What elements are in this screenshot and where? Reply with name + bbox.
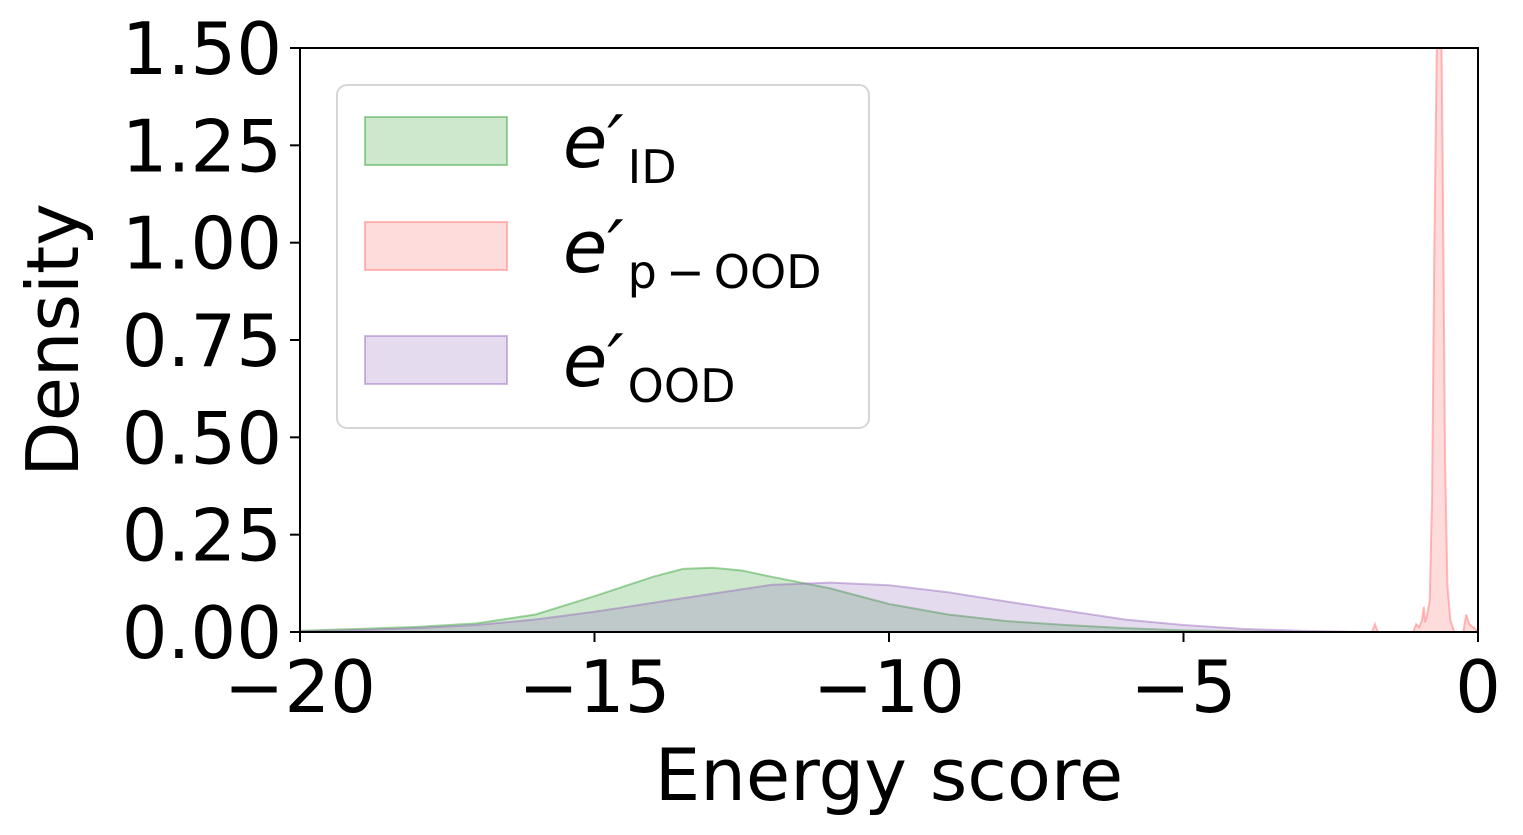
legend-label-base: e′	[563, 205, 624, 289]
legend-label-base: e′	[563, 100, 624, 184]
legend-label-sub: OOD	[628, 359, 736, 413]
legend-frame	[336, 84, 870, 429]
x-tick-label: 0	[1455, 645, 1501, 729]
series-area-1	[1372, 48, 1478, 632]
y-tick-label: 0.75	[122, 299, 282, 383]
series-area-0	[300, 567, 1302, 632]
x-tick-label: −15	[519, 645, 671, 729]
y-tick-label: 1.25	[122, 104, 282, 188]
x-tick-label: −5	[1130, 645, 1236, 729]
y-axis-label: Density	[11, 203, 95, 477]
legend-label-1: e′p − OOD	[563, 205, 822, 299]
series-line-2	[300, 581, 1361, 632]
x-tick-label: −20	[224, 645, 376, 729]
legend-label-sub: p − OOD	[628, 245, 822, 299]
legend-label-0: e′ID	[563, 100, 677, 194]
y-tick-label: 0.00	[122, 591, 282, 675]
legend-label-base: e′	[563, 319, 624, 403]
y-tick-label: 0.50	[122, 396, 282, 480]
x-tick-label: −10	[813, 645, 965, 729]
legend-swatch-1	[364, 221, 508, 271]
y-tick-label: 1.50	[122, 7, 282, 91]
series-layer	[300, 48, 1478, 632]
y-tick-label: 1.00	[122, 202, 282, 286]
x-axis-label: Energy score	[655, 733, 1123, 817]
legend-swatch-2	[364, 335, 508, 385]
ticks-layer: −20 −15 −10 −5 0 0.00 0.25 0.50 0.75 1.00 1.25 1.50	[122, 7, 1501, 729]
y-tick-label: 0.25	[122, 494, 282, 578]
legend-swatch-0	[364, 116, 508, 166]
series-line-1	[1371, 48, 1478, 632]
series-line-0	[300, 566, 1302, 632]
series-area-2	[300, 582, 1361, 632]
legend-label-2: e′OOD	[563, 319, 736, 413]
legend-label-sub: ID	[628, 140, 677, 194]
